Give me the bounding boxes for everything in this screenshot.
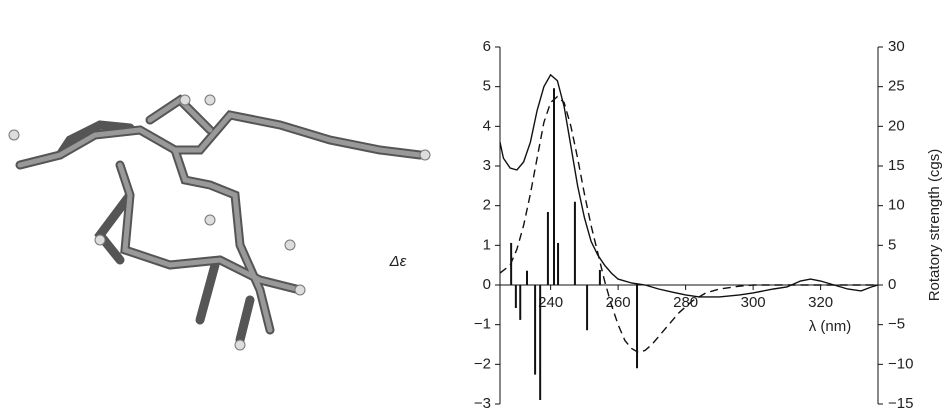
y-tick-label: 5 [483,78,491,95]
y2-axis-label: Rotatory strength (cgs) [926,149,943,302]
y-axis-label: Δε [389,253,407,270]
y2-tick-label: 10 [888,197,905,214]
y-tick-label: 4 [483,117,491,134]
y2-tick-label: 20 [888,117,905,134]
dashed-line [500,97,878,353]
y2-tick-label: 25 [888,78,905,95]
y2-tick-label: 0 [888,276,896,293]
y-tick-label: 1 [483,236,491,253]
solid-line [500,75,878,297]
y-tick-label: 3 [483,157,491,174]
y-tick-label: −2 [474,355,491,372]
y-tick-label: 6 [483,38,491,55]
molecule-image [9,95,430,350]
x-tick-label: 300 [741,294,766,311]
y2-tick-label: −15 [888,395,913,410]
y-tick-label: −3 [474,395,491,410]
figure: Δε λ (nm) Rotatory strength (cgs) −3 −2 −1… [0,0,947,410]
y2-tick-label: 30 [888,38,905,55]
y2-tick-label: 5 [888,236,896,253]
y2-tick-label: 15 [888,157,905,174]
y-tick-label: 2 [483,197,491,214]
x-tick-label: 260 [606,294,631,311]
y2-tick-label: −5 [888,316,905,333]
y2-tick-label: −10 [888,355,913,372]
y-tick-label: −1 [474,316,491,333]
x-tick-label: 320 [808,294,833,311]
x-tick-label: 240 [538,294,563,311]
y-tick-label: 0 [483,276,491,293]
x-axis-label: λ (nm) [809,318,852,335]
